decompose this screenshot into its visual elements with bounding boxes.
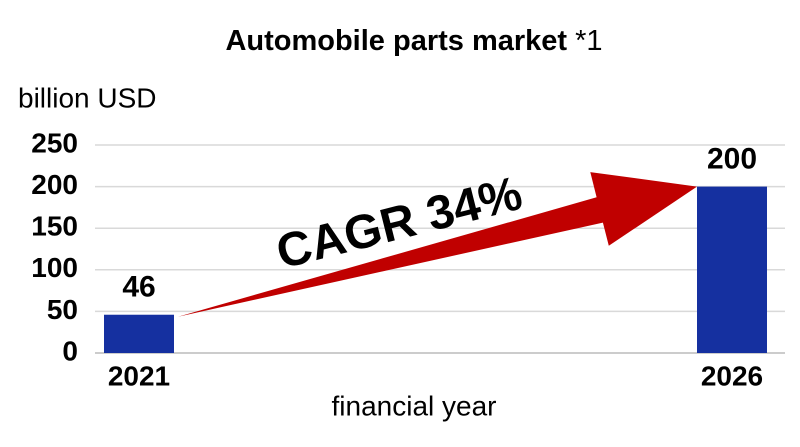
title-note: *1: [575, 25, 602, 57]
value-label: 46: [122, 271, 155, 304]
title-text: Automobile parts market: [225, 25, 567, 57]
y-tick-label: 0: [62, 335, 78, 366]
y-tick-label: 200: [31, 169, 78, 200]
y-tick-label: 250: [31, 127, 78, 158]
value-label: 200: [707, 143, 757, 176]
y-tick-label: 50: [47, 294, 78, 325]
x-tick-label: 2026: [701, 360, 763, 391]
y-tick-label: 100: [31, 252, 78, 283]
bar: [104, 314, 174, 353]
chart-title: Automobile parts market *1: [225, 25, 602, 57]
growth-arrow: [178, 172, 697, 317]
x-tick-label: 2021: [108, 360, 170, 391]
x-axis-label: financial year: [332, 390, 497, 421]
y-axis-label: billion USD: [18, 82, 157, 113]
y-tick-label: 150: [31, 211, 78, 242]
bar: [697, 186, 767, 353]
